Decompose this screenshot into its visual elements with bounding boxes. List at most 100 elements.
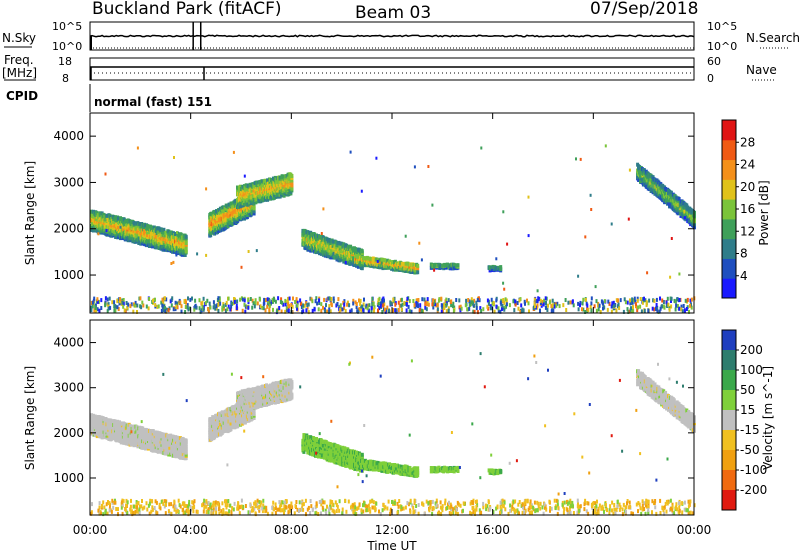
echo-cell	[645, 300, 648, 305]
echo-cell	[408, 309, 411, 314]
echo-cell	[533, 297, 536, 302]
echo-cell	[544, 296, 547, 301]
echo-cell	[90, 308, 93, 313]
echo-cell	[361, 304, 364, 309]
echo-cell	[264, 308, 267, 313]
echo-cell	[427, 302, 430, 307]
echo-cell	[537, 297, 540, 302]
echo-cell	[161, 303, 164, 308]
echo-cell	[611, 304, 614, 309]
echo-cell	[475, 303, 478, 308]
echo-cell	[109, 305, 112, 310]
echo-cell	[336, 302, 339, 307]
echo-cell	[424, 301, 427, 306]
echo-cell	[302, 303, 305, 308]
echo-cell	[376, 259, 379, 263]
echo-cell	[536, 305, 539, 310]
echo-cell	[225, 300, 228, 305]
echo-cell	[179, 300, 182, 305]
echo-cell	[553, 301, 556, 306]
echo-cell	[678, 306, 681, 311]
echo-cell	[452, 301, 455, 306]
echo-cell	[134, 236, 138, 241]
echo-cell	[227, 296, 230, 301]
echo-cell	[506, 242, 509, 246]
echo-cell	[184, 247, 188, 252]
echo-cell	[567, 300, 570, 305]
echo-cell	[502, 210, 505, 214]
echo-cell	[676, 304, 679, 308]
echo-cell	[499, 300, 502, 305]
range-tick-label: 1000	[53, 268, 84, 282]
echo-cell	[354, 247, 357, 252]
echo-cell	[447, 298, 450, 303]
echo-cell	[292, 296, 294, 301]
echo-cell	[551, 298, 554, 303]
echo-cell	[355, 305, 358, 309]
echo-cell	[104, 303, 107, 308]
echo-cell	[119, 227, 122, 232]
echo-cell	[527, 234, 530, 238]
echo-cell	[362, 307, 365, 312]
echo-cell	[418, 308, 421, 313]
echo-cell	[184, 438, 188, 443]
echo-cell	[215, 304, 218, 309]
echo-cell	[658, 309, 661, 314]
colorbar-tick-label: 28	[740, 135, 755, 149]
echo-cell	[607, 299, 610, 304]
echo-cell	[177, 451, 181, 456]
echo-cell	[124, 429, 128, 434]
echo-cell	[328, 304, 331, 309]
echo-cell	[291, 304, 294, 309]
echo-cell	[218, 416, 222, 421]
echo-cell	[682, 304, 685, 308]
echo-cell	[91, 304, 94, 309]
echo-cell	[155, 245, 159, 250]
echo-cell	[527, 301, 530, 306]
echo-cell	[163, 296, 166, 301]
echo-cell	[590, 308, 593, 313]
echo-cell	[458, 298, 461, 303]
echo-cell	[400, 264, 404, 269]
echo-cell	[243, 192, 247, 197]
echo-cell	[579, 300, 582, 305]
echo-cell	[184, 456, 188, 461]
echo-cell	[286, 299, 289, 304]
echo-cell	[514, 302, 517, 307]
colorbar-tick-label: 24	[740, 158, 755, 172]
echo-cell	[372, 301, 375, 306]
echo-cell	[252, 204, 256, 209]
echo-cell	[678, 298, 681, 302]
echo-cell	[639, 180, 641, 184]
echo-cell	[122, 298, 125, 302]
echo-cell	[673, 298, 676, 303]
echo-cell	[425, 307, 428, 312]
echo-cell	[370, 309, 373, 314]
echo-cell	[416, 266, 420, 271]
echo-cell	[332, 251, 336, 256]
echo-cell	[227, 304, 230, 309]
echo-cell	[471, 300, 474, 305]
echo-cell	[344, 309, 347, 313]
echo-cell	[434, 302, 437, 307]
echo-cell	[468, 299, 471, 304]
echo-cell	[382, 303, 385, 308]
echo-cell	[445, 309, 448, 314]
echo-cell	[629, 301, 632, 306]
echo-cell	[263, 297, 266, 302]
echo-cell	[611, 301, 614, 306]
colorbar-tick-label: 4	[740, 269, 748, 283]
colorbar-segment	[722, 179, 736, 200]
echo-cell	[329, 255, 333, 260]
echo-cell	[455, 298, 458, 302]
echo-cell	[205, 253, 208, 257]
echo-cell	[91, 224, 94, 229]
echo-cell	[404, 234, 407, 238]
echo-cell	[287, 302, 290, 307]
echo-cell	[95, 434, 99, 439]
echo-cell	[381, 309, 384, 314]
echo-cell	[244, 309, 247, 314]
echo-cell	[651, 306, 654, 311]
echo-cell	[185, 300, 187, 305]
